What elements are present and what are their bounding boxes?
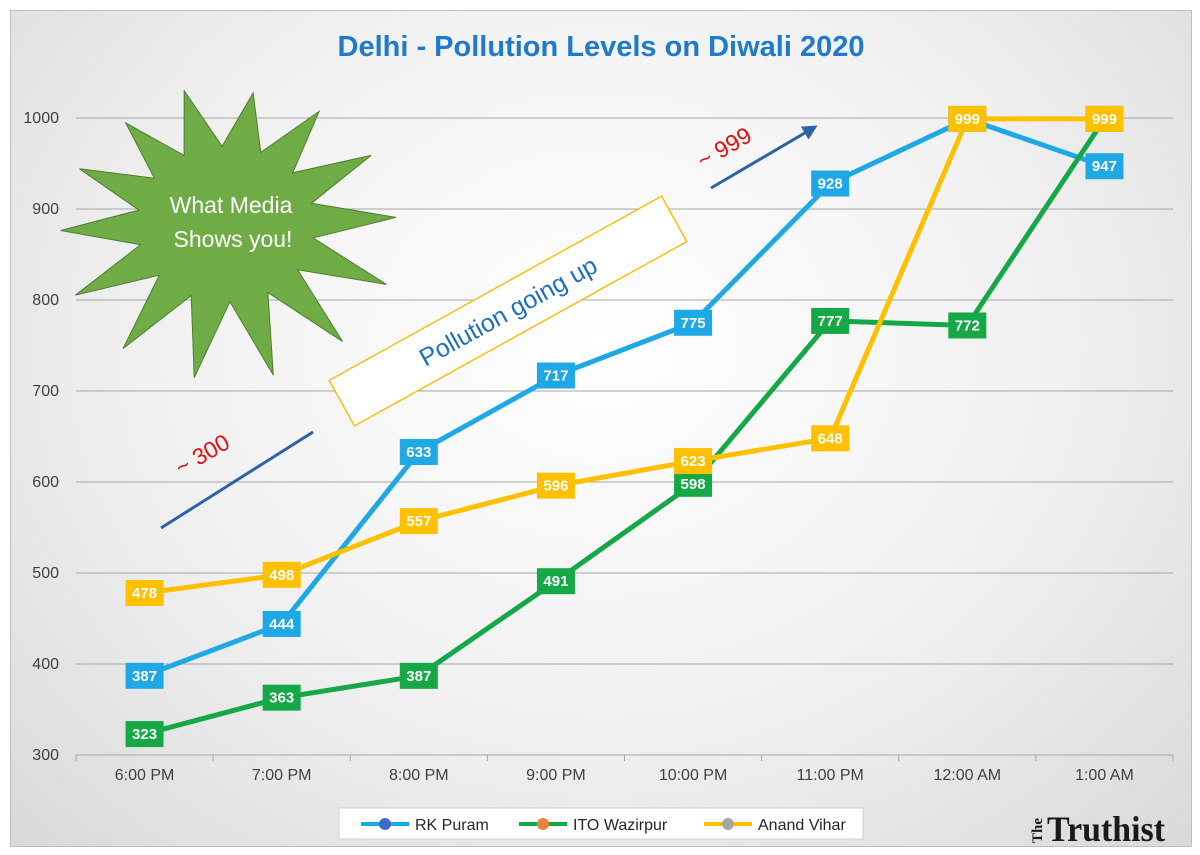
data-label: 999 xyxy=(955,111,980,128)
x-tick-label: 9:00 PM xyxy=(526,767,586,784)
y-axis: 300 400 500 600 700 800 900 1000 xyxy=(23,110,59,764)
data-label-box xyxy=(125,662,164,689)
data-label: 928 xyxy=(818,176,843,193)
legend-label: ITO Wazirpur xyxy=(573,817,668,834)
data-label-box xyxy=(674,448,713,475)
data-label-box xyxy=(399,508,438,535)
starburst-line-1: What Media xyxy=(170,192,293,218)
data-label: 363 xyxy=(269,690,294,707)
y-tick-label: 900 xyxy=(32,201,59,218)
brand-logo: The Truthist xyxy=(1030,809,1165,846)
data-label-box xyxy=(125,580,164,607)
series-line xyxy=(143,117,1107,737)
x-tick-label: 11:00 PM xyxy=(797,767,864,784)
starburst-shape xyxy=(60,89,397,378)
data-label: 717 xyxy=(543,368,568,385)
data-label-box xyxy=(125,721,164,748)
data-label: 772 xyxy=(955,317,980,334)
legend-marker xyxy=(379,818,391,830)
data-label: 387 xyxy=(406,668,431,685)
data-label: 387 xyxy=(132,668,157,685)
legend: RK Puram ITO Wazirpur Anand Vihar xyxy=(338,807,864,840)
data-label-box xyxy=(536,362,575,389)
trend-arrow-low xyxy=(160,430,314,530)
y-tick-label: 1000 xyxy=(23,110,59,127)
brand-name: Truthist xyxy=(1047,809,1165,846)
x-axis: 6:00 PM 7:00 PM 8:00 PM 9:00 PM 10:00 PM 11:0… xyxy=(75,755,1174,784)
data-label: 498 xyxy=(269,567,294,584)
data-label-box xyxy=(399,438,438,465)
data-label: 623 xyxy=(681,453,706,470)
chart-container: Delhi - Pollution Levels on Diwali 2020 … xyxy=(10,10,1192,847)
chart-title: Delhi - Pollution Levels on Diwali 2020 xyxy=(338,31,865,63)
data-label: 323 xyxy=(132,726,157,743)
data-label: 598 xyxy=(681,476,706,493)
legend-marker xyxy=(537,818,549,830)
y-tick-label: 800 xyxy=(32,292,59,309)
data-label-box xyxy=(948,105,987,132)
legend-marker xyxy=(722,818,734,830)
data-label-box xyxy=(262,561,301,588)
data-label: 648 xyxy=(818,430,843,447)
series-line xyxy=(143,116,1106,679)
data-label-box xyxy=(674,470,713,497)
data-label-box xyxy=(948,312,987,339)
data-label-box xyxy=(536,568,575,595)
legend-box xyxy=(338,807,864,840)
banner-box xyxy=(328,195,688,427)
data-label-box xyxy=(1085,105,1124,132)
data-label-box xyxy=(262,610,301,637)
data-label-box xyxy=(811,307,850,334)
data-label-box xyxy=(536,472,575,499)
data-label-box xyxy=(262,684,301,711)
banner-text: Pollution going up xyxy=(415,251,602,372)
x-tick-label: 8:00 PM xyxy=(389,767,449,784)
data-label-layer: 387 444 633 717 775 928 999 947 323 363 387 491 598 7… xyxy=(125,105,1124,748)
data-label: 777 xyxy=(818,313,843,330)
data-label-box xyxy=(811,425,850,452)
data-label: 947 xyxy=(1092,158,1117,175)
line-chart: Delhi - Pollution Levels on Diwali 2020 … xyxy=(23,31,1174,846)
data-label: 478 xyxy=(132,585,157,602)
series-line xyxy=(144,116,1105,596)
starburst-callout: What Media Shows you! xyxy=(60,89,397,378)
data-label: 491 xyxy=(543,573,568,590)
y-tick-label: 400 xyxy=(32,656,59,673)
data-label-box xyxy=(1085,153,1124,180)
trend-arrow-high xyxy=(710,125,818,190)
legend-label: Anand Vihar xyxy=(758,817,846,834)
data-label-box xyxy=(811,170,850,197)
data-label-box xyxy=(674,309,713,336)
y-tick-label: 600 xyxy=(32,474,59,491)
data-label: 775 xyxy=(681,315,706,332)
starburst-line-2: Shows you! xyxy=(174,226,293,252)
x-tick-label: 7:00 PM xyxy=(252,767,312,784)
y-tick-label: 700 xyxy=(32,383,59,400)
x-tick-label: 6:00 PM xyxy=(115,767,175,784)
x-tick-label: 12:00 AM xyxy=(934,767,1002,784)
brand-prefix: The xyxy=(1030,818,1046,843)
y-tick-label: 500 xyxy=(32,565,59,582)
data-label: 999 xyxy=(1092,111,1117,128)
data-label: 444 xyxy=(269,616,295,633)
y-tick-label: 300 xyxy=(32,747,59,764)
data-label-box xyxy=(399,662,438,689)
x-tick-label: 10:00 PM xyxy=(659,767,727,784)
x-tick-label: 1:00 AM xyxy=(1075,767,1134,784)
legend-label: RK Puram xyxy=(415,817,489,834)
data-label: 633 xyxy=(406,444,431,461)
data-label: 557 xyxy=(406,513,431,530)
low-range-label: ~ 300 xyxy=(171,429,234,481)
data-label: 596 xyxy=(543,478,568,495)
